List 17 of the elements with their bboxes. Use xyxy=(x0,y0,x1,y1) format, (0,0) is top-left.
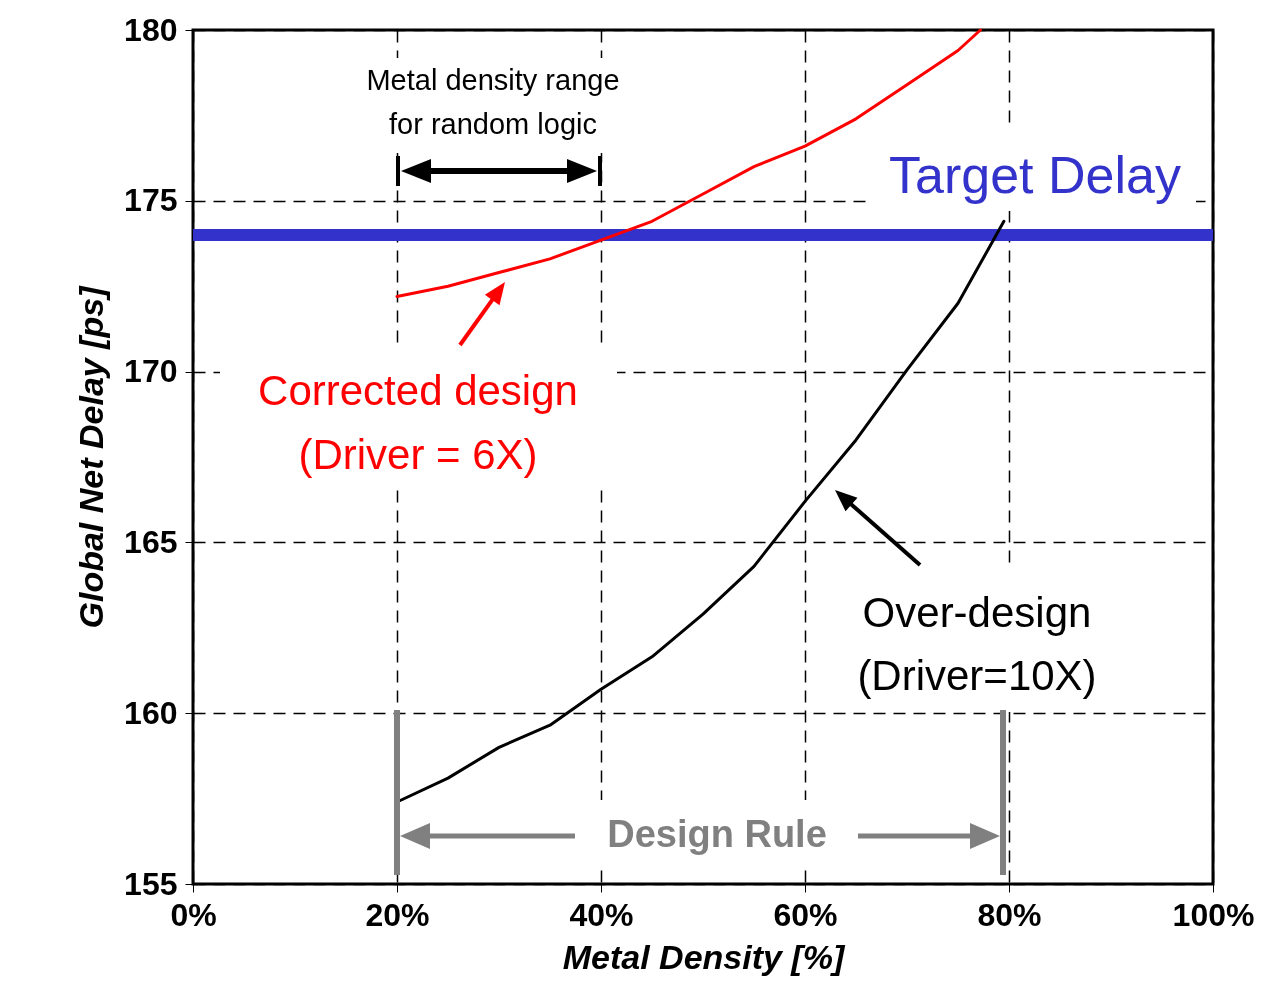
annotation: Metal density range for random logic xyxy=(366,64,620,140)
y-tick-label: 175 xyxy=(124,182,178,219)
y-tick-label: 170 xyxy=(124,353,178,390)
y-axis-title: Global Net Delay [ps] xyxy=(72,284,111,629)
annotation: Design Rule xyxy=(607,813,827,855)
x-tick-label: 20% xyxy=(365,896,430,933)
x-tick-label: 60% xyxy=(773,896,838,933)
x-axis-title: Metal Density [%] xyxy=(562,937,846,976)
x-tick-label: 80% xyxy=(977,896,1042,933)
x-tick-label: 100% xyxy=(1172,896,1255,933)
y-tick-label: 180 xyxy=(124,11,178,48)
annotation: Over-design (Driver=10X) xyxy=(857,588,1097,699)
y-tick-label: 165 xyxy=(124,523,178,560)
x-tick-label: 40% xyxy=(569,896,634,933)
y-tick-label: 160 xyxy=(124,694,178,731)
annotation: Corrected design (Driver = 6X) xyxy=(258,366,578,478)
ref-line-label: Target Delay xyxy=(889,145,1181,204)
